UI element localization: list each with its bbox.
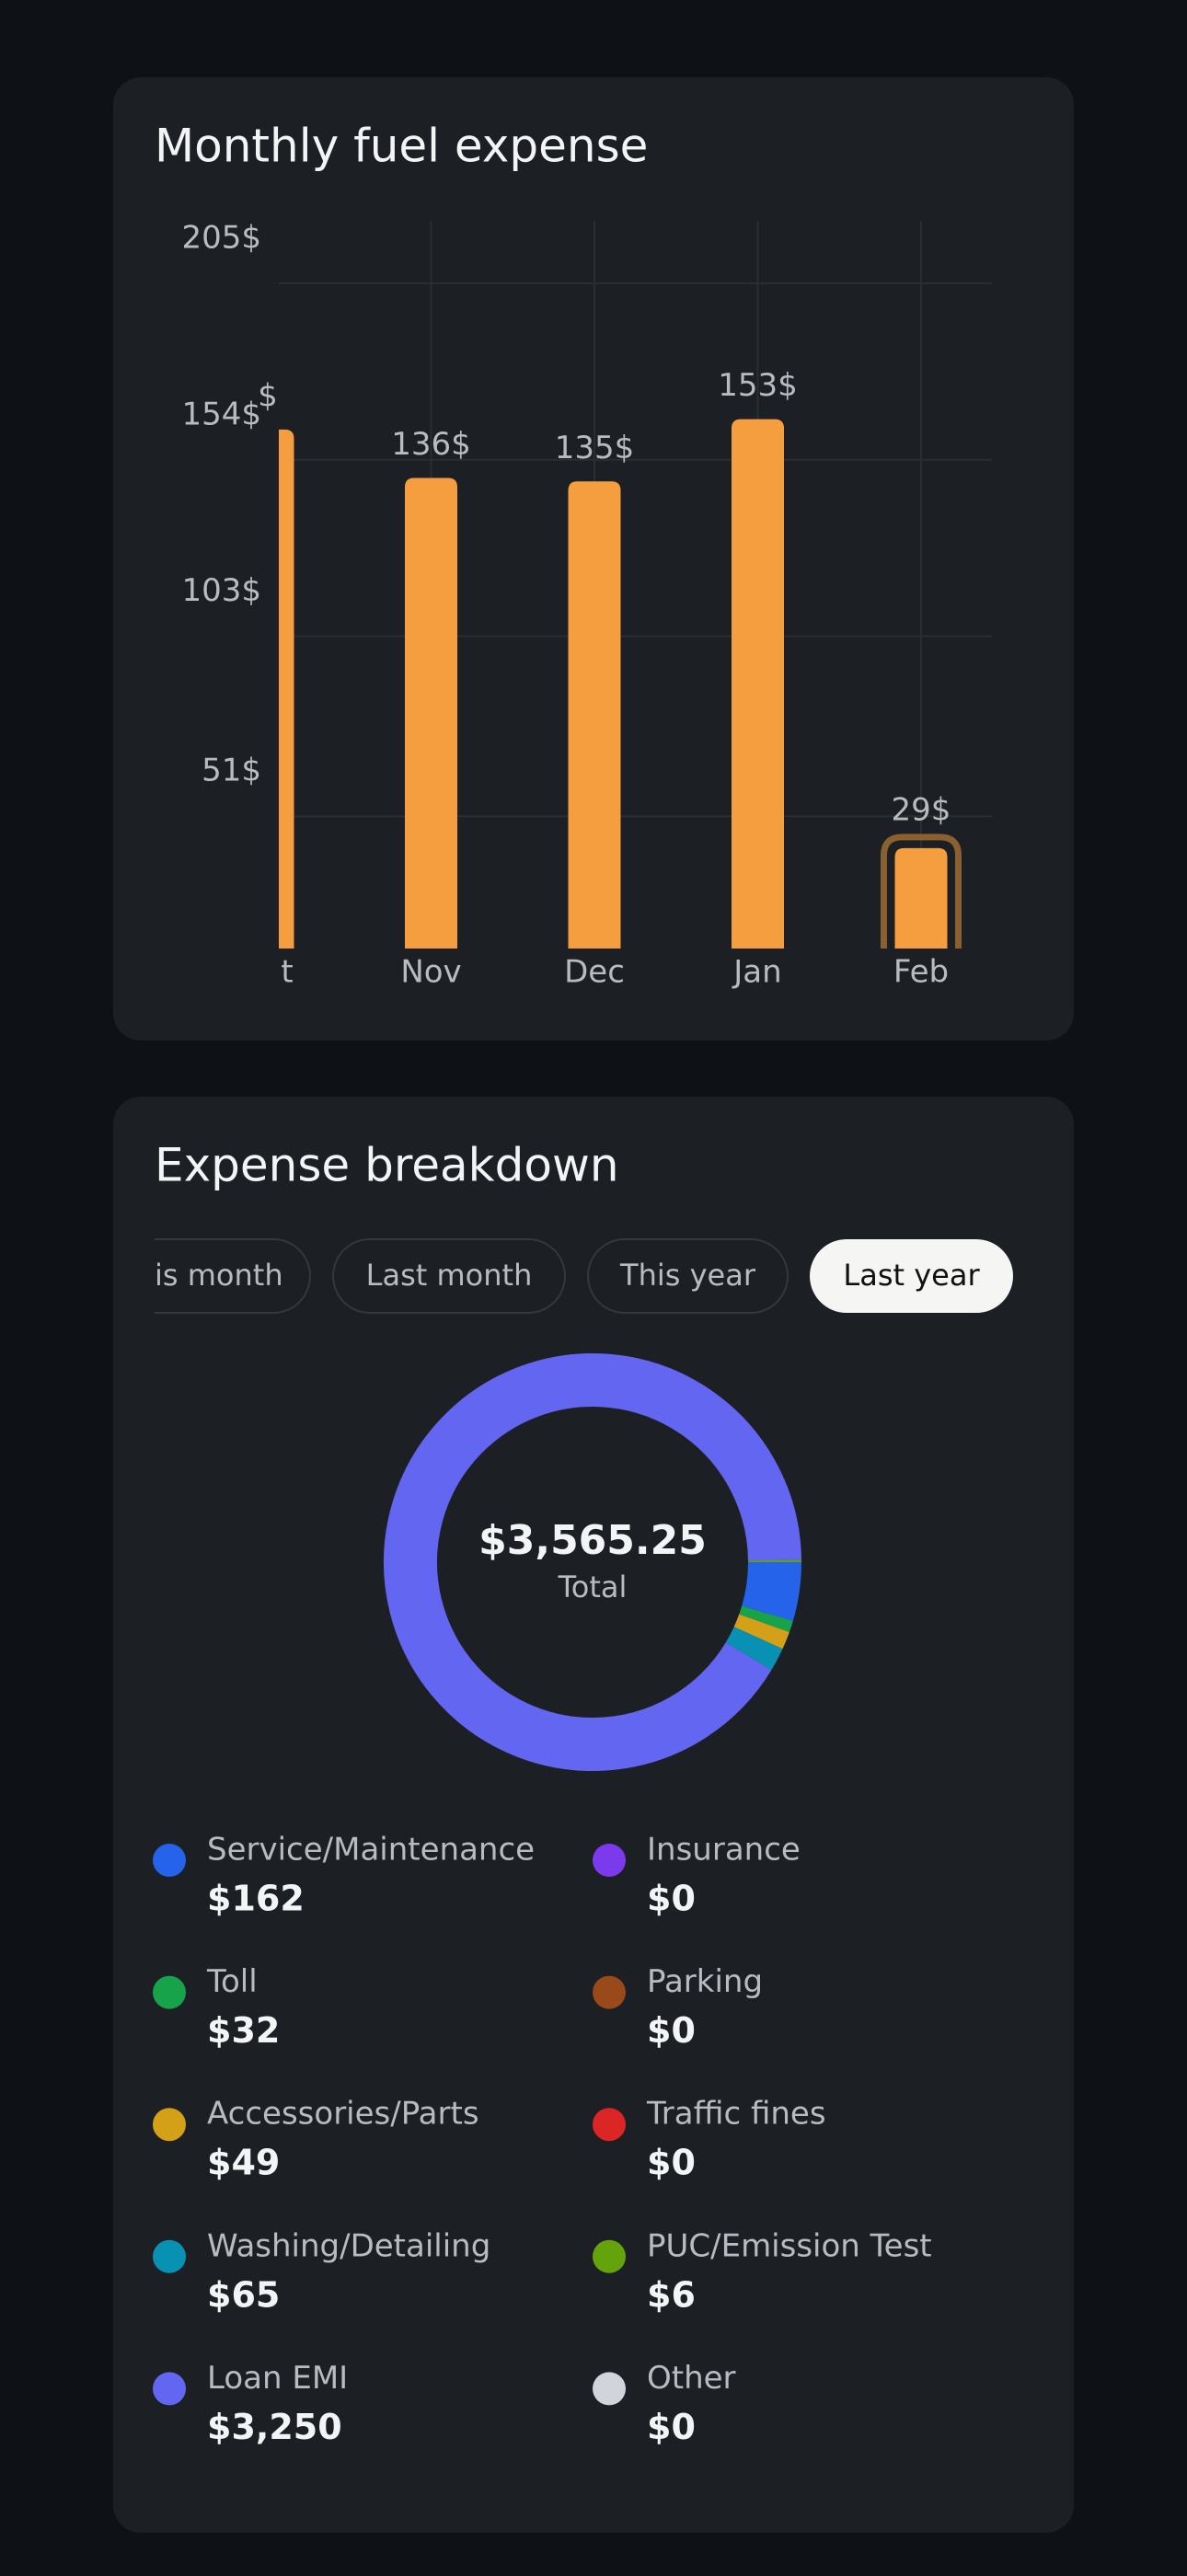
y-tick-label: 103$ [181,572,261,609]
bar [569,481,621,949]
legend-label: Other [647,2360,736,2397]
bar [732,420,784,949]
x-tick-label: Nov [400,954,461,991]
bar [405,478,457,949]
legend-value: $0 [647,2407,696,2447]
legend-dot [153,2372,186,2405]
donut-segment [765,1614,767,1624]
filter-tab-label[interactable]: Last month [366,1258,533,1293]
legend-label: PUC/Emission Test [647,2227,932,2264]
legend-label: Washing/Detailing [207,2227,490,2264]
legend-label: Traffic fines [646,2096,826,2133]
bar [895,848,948,949]
legend-dot [153,2108,186,2141]
y-tick-label: 51$ [202,753,261,789]
legend-label: Insurance [647,1832,801,1869]
donut-segment [767,1562,775,1614]
legend-dot [593,2372,626,2405]
x-tick-label: t [281,954,293,991]
card-title: Expense breakdown [155,1139,619,1192]
legend-value: $32 [207,2010,280,2051]
legend-dot [593,1844,626,1877]
filter-tab-label[interactable]: This year [619,1258,756,1293]
donut-segment [758,1623,764,1638]
legend-label: Parking [647,1963,763,2000]
legend-value: $0 [647,2010,696,2051]
value-label: 153$ [718,367,798,404]
filter-tab-label[interactable]: Last year [843,1258,980,1293]
legend-value: $0 [647,1879,696,1919]
legend-label: Loan EMI [207,2360,348,2397]
y-tick-label: 154$ [181,396,261,432]
legend-value: $0 [647,2143,696,2183]
legend-label: Toll [206,1963,258,2000]
card-title: Monthly fuel expense [155,120,648,173]
value-label: 135$ [555,430,635,466]
legend-value: $162 [207,1879,305,1919]
legend-value: $3,250 [207,2407,342,2447]
value-label: 29$ [892,791,951,828]
x-tick-label: Feb [893,954,949,991]
y-tick-label: 205$ [181,220,261,257]
legend-dot [153,1976,186,2009]
filter-tab-label[interactable]: is month [155,1258,283,1293]
legend-dot [153,1844,186,1877]
legend-value: $65 [207,2274,280,2315]
legend-label: Service/Maintenance [207,1832,535,1869]
legend-value: $49 [207,2143,280,2183]
legend-dot [593,1976,626,2009]
value-label: $ [258,377,278,414]
legend-dot [153,2240,186,2273]
legend-dot [593,2108,626,2141]
x-tick-label: Dec [564,954,625,991]
legend-value: $6 [647,2274,696,2315]
donut-segment [749,1638,759,1656]
legend-dot [593,2240,626,2273]
x-tick-label: Jan [732,954,781,991]
legend-label: Accessories/Parts [207,2096,479,2133]
donut-total: $3,565.25 [478,1517,707,1564]
donut-caption: Total [558,1570,628,1604]
value-label: 136$ [391,426,471,463]
